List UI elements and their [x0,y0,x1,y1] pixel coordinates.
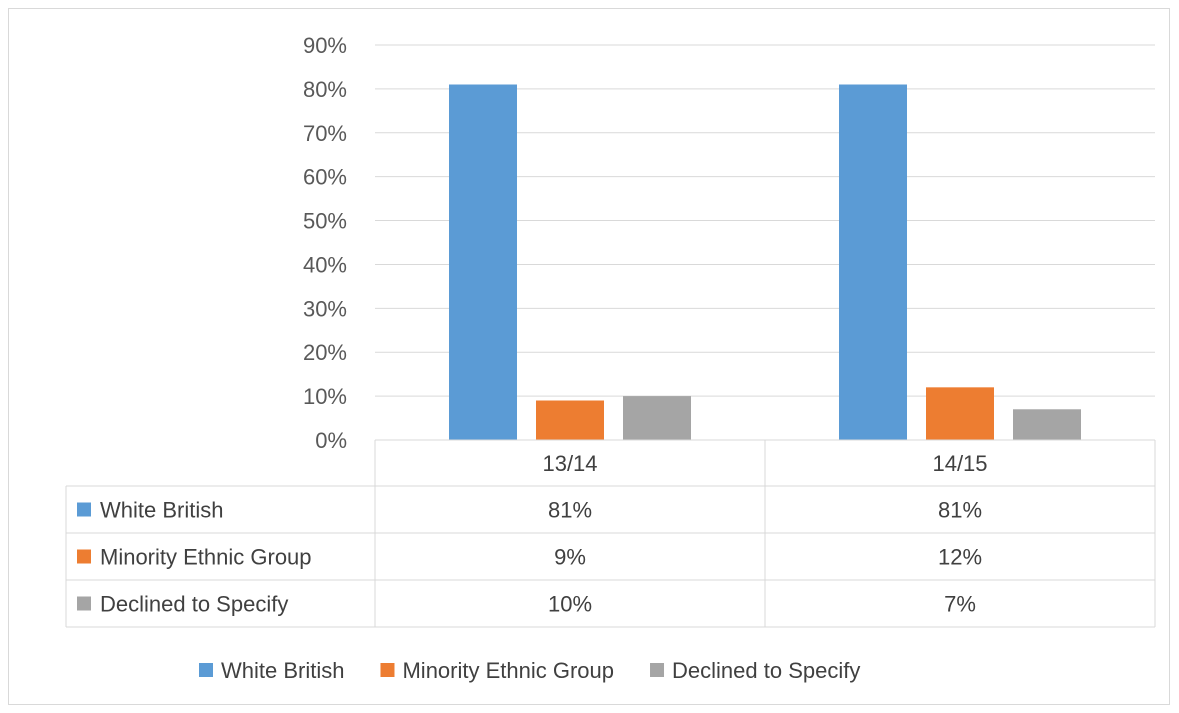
table-legend-key [77,596,91,611]
category-label: 14/15 [932,451,987,476]
legend-label: Minority Ethnic Group [402,658,614,683]
bar-minority-ethnic-group-1 [926,387,994,440]
legend-label: White British [221,658,344,683]
legend-key [380,663,395,677]
y-tick-label: 0% [315,428,347,453]
data-table: 13/14 14/15 White British 81% 81% Minority Et… [65,439,1156,628]
bar-white-british-0 [449,84,517,440]
y-tick-label: 40% [303,252,347,277]
y-tick-label: 60% [303,165,347,190]
bar-declined-to-specify-0 [623,396,691,440]
category-label: 13/14 [542,451,597,476]
y-tick-label: 30% [303,296,347,321]
y-tick-label: 10% [303,384,347,409]
chart-frame [8,8,1170,705]
y-tick-label: 70% [303,121,347,146]
bar-minority-ethnic-group-0 [536,400,604,440]
bars [449,84,1081,440]
legend-key [650,663,665,677]
table-cell-value: 81% [548,498,592,523]
table-series-name: Minority Ethnic Group [100,545,312,570]
y-tick-label: 80% [303,77,347,102]
legend-key [199,663,213,677]
y-tick-label: 20% [303,340,347,365]
bar-declined-to-specify-1 [1013,409,1081,440]
bar-white-british-1 [839,84,907,440]
table-cell-value: 9% [554,545,586,570]
table-series-name: Declined to Specify [100,592,288,617]
y-tick-label: 50% [303,209,347,234]
table-legend-key [77,502,91,517]
table-cell-value: 10% [548,592,592,617]
table-cell-value: 7% [944,592,976,617]
legend-label: Declined to Specify [672,658,860,683]
legend: White British Minority Ethnic Group Declin… [199,658,860,683]
table-cell-value: 81% [938,498,982,523]
table-legend-key [77,549,91,564]
y-tick-label: 90% [303,33,347,58]
table-cell-value: 12% [938,545,982,570]
y-axis-tick-labels: 0% 10% 20% 30% 40% 50% 60% 70% 80% 90% [303,33,347,453]
table-series-name: White British [100,498,223,523]
